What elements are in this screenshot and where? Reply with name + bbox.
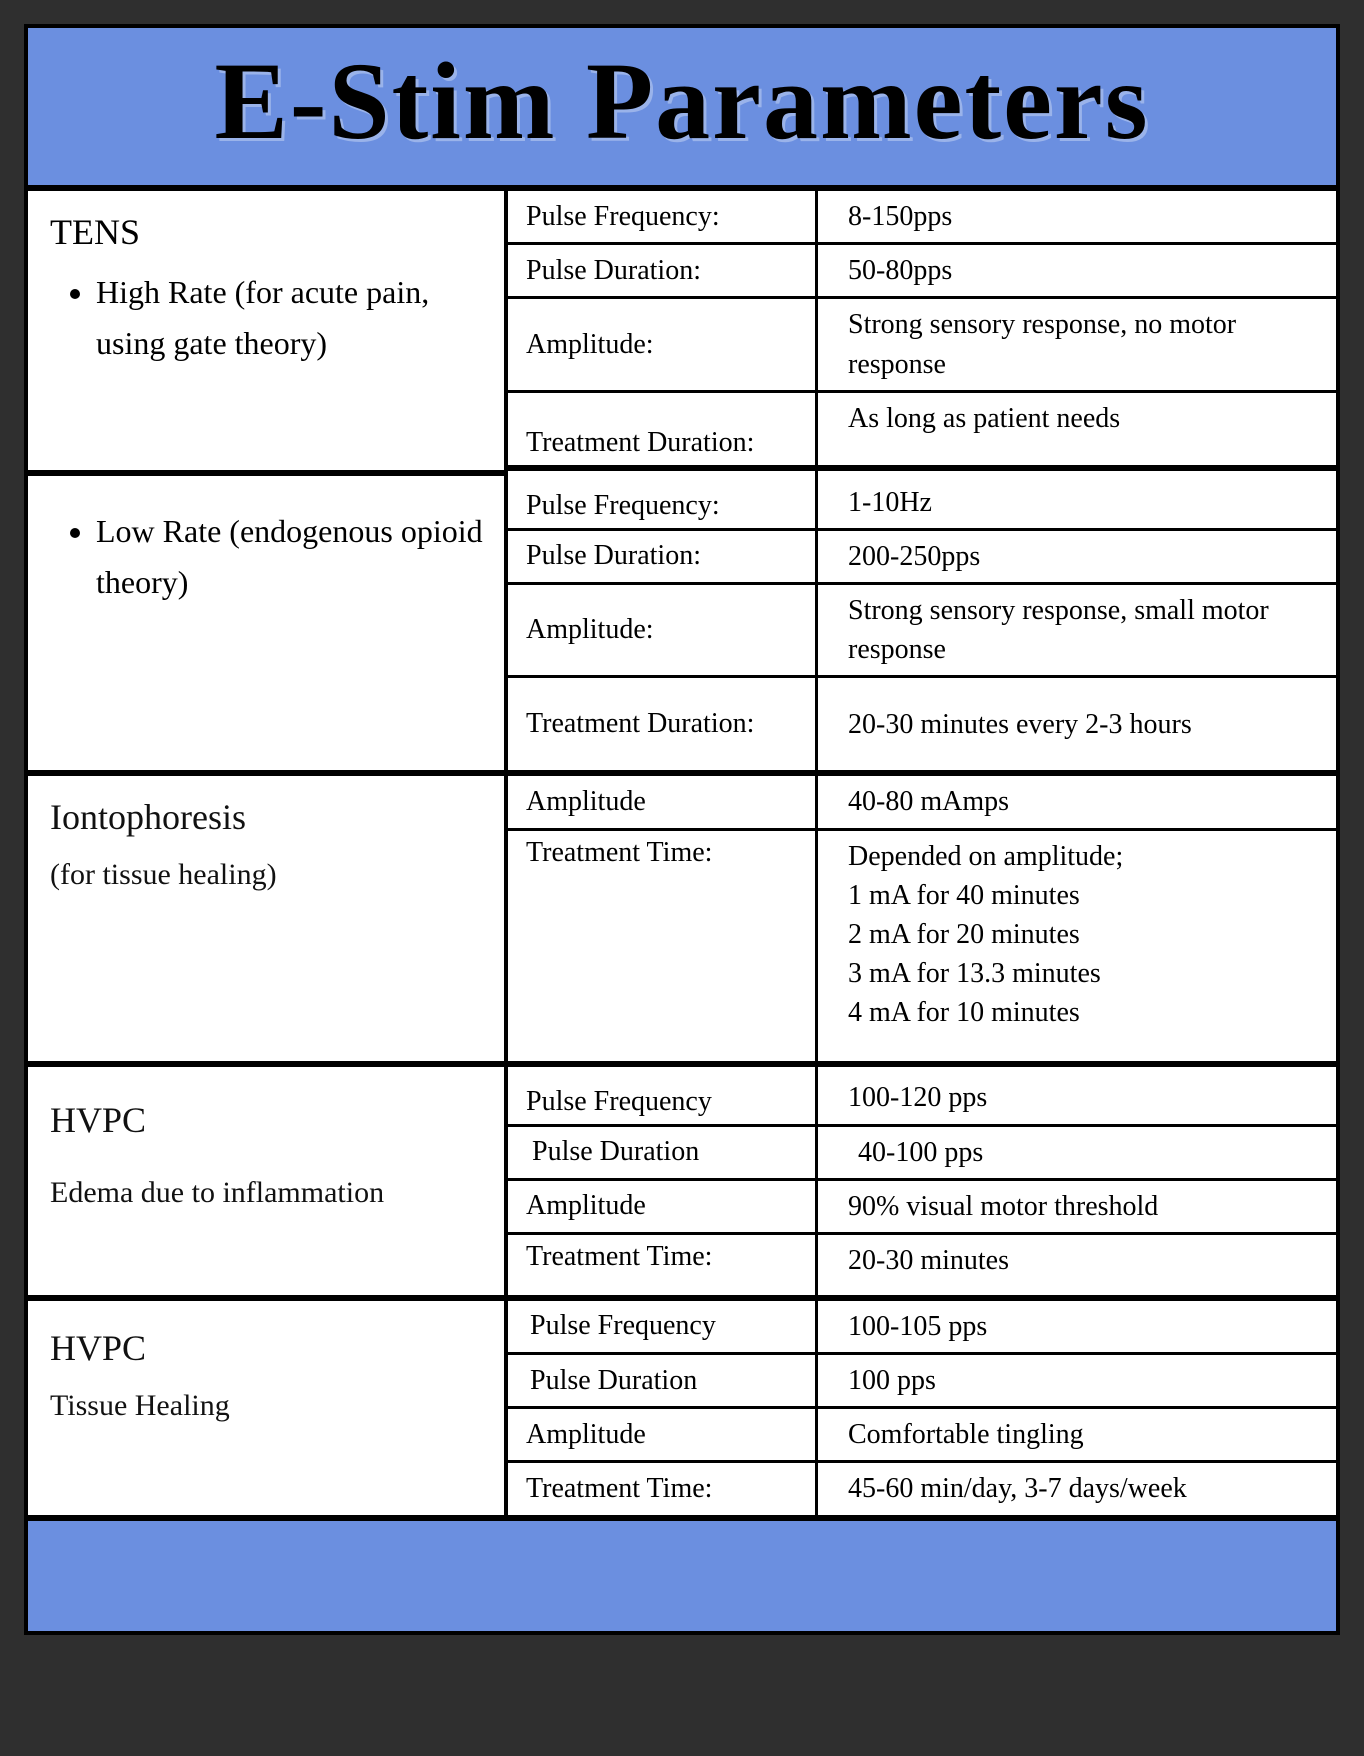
- hvpc-tissue-params: Pulse Frequency 100-105 pps Pulse Durati…: [508, 1301, 1336, 1515]
- param-value: 40-100 pps: [818, 1127, 1336, 1178]
- table-row: Pulse Frequency 100-120 pps: [508, 1067, 1336, 1127]
- table-row: Amplitude 40-80 mAmps: [508, 776, 1336, 830]
- param-value: 100-120 pps: [818, 1067, 1336, 1124]
- param-label: Amplitude: [508, 1409, 818, 1460]
- param-label: Pulse Frequency: [508, 1067, 818, 1124]
- table-row: Treatment Time: 20-30 minutes: [508, 1235, 1336, 1295]
- tens-left-column: TENS High Rate (for acute pain, using ga…: [28, 191, 508, 770]
- section-tens: TENS High Rate (for acute pain, using ga…: [28, 191, 1336, 776]
- table-row: Pulse Frequency 100-105 pps: [508, 1301, 1336, 1355]
- tens-low-bullet: Low Rate (endogenous opioid theory): [96, 506, 486, 608]
- param-label: Treatment Duration:: [508, 393, 818, 465]
- param-label: Pulse Duration:: [508, 245, 818, 296]
- page: E-Stim Parameters TENS High Rate (for ac…: [0, 0, 1364, 1659]
- param-value: 20-30 minutes: [818, 1235, 1336, 1295]
- tens-header: TENS: [50, 205, 486, 261]
- table-row: Pulse Duration 100 pps: [508, 1355, 1336, 1409]
- section-hvpc-tissue: HVPC Tissue Healing Pulse Frequency 100-…: [28, 1301, 1336, 1521]
- param-label: Pulse Frequency:: [508, 471, 818, 528]
- ionto-params: Amplitude 40-80 mAmps Treatment Time: De…: [508, 776, 1336, 1060]
- hvpc-tissue-header: HVPC: [50, 1321, 486, 1377]
- hvpc-tissue-sub: Tissue Healing: [50, 1383, 486, 1430]
- ionto-header-cell: Iontophoresis (for tissue healing): [28, 776, 508, 1060]
- tens-high-params: Pulse Frequency: 8-150pps Pulse Duration…: [508, 191, 1336, 465]
- param-label: Treatment Time:: [508, 1235, 818, 1295]
- param-label: Treatment Time:: [508, 1463, 818, 1514]
- tens-low-params: Pulse Frequency: 1-10Hz Pulse Duration: …: [508, 465, 1336, 771]
- param-label: Pulse Frequency: [508, 1301, 818, 1352]
- param-value: 1-10Hz: [818, 471, 1336, 528]
- ionto-sub: (for tissue healing): [50, 852, 486, 899]
- page-title: E-Stim Parameters: [28, 38, 1336, 165]
- param-value: 200-250pps: [818, 531, 1336, 582]
- param-value: 100-105 pps: [818, 1301, 1336, 1352]
- tens-high-header-cell: TENS High Rate (for acute pain, using ga…: [28, 191, 504, 470]
- param-value: 45-60 min/day, 3-7 days/week: [818, 1463, 1336, 1514]
- table-row: Pulse Frequency: 1-10Hz: [508, 471, 1336, 531]
- param-label: Pulse Duration: [508, 1355, 818, 1406]
- param-value: 8-150pps: [818, 191, 1336, 242]
- param-value: 40-80 mAmps: [818, 776, 1336, 827]
- table-row: Pulse Duration 40-100 pps: [508, 1127, 1336, 1181]
- hvpc-edema-sub: Edema due to inflammation: [50, 1170, 486, 1217]
- table-row: Amplitude: Strong sensory response, smal…: [508, 585, 1336, 678]
- param-label: Amplitude:: [508, 299, 818, 389]
- param-value: 50-80pps: [818, 245, 1336, 296]
- table-row: Treatment Time: Depended on amplitude; 1…: [508, 831, 1336, 1061]
- param-value: Strong sensory response, no motor respon…: [818, 299, 1336, 389]
- tens-right-column: Pulse Frequency: 8-150pps Pulse Duration…: [508, 191, 1336, 770]
- table-row: Pulse Duration: 200-250pps: [508, 531, 1336, 585]
- hvpc-tissue-header-cell: HVPC Tissue Healing: [28, 1301, 508, 1515]
- param-value: Strong sensory response, small motor res…: [818, 585, 1336, 675]
- table-row: Amplitude 90% visual motor threshold: [508, 1181, 1336, 1235]
- hvpc-edema-header: HVPC: [50, 1093, 486, 1149]
- document-frame: E-Stim Parameters TENS High Rate (for ac…: [24, 24, 1340, 1635]
- param-label: Amplitude:: [508, 585, 818, 675]
- param-value: 90% visual motor threshold: [818, 1181, 1336, 1232]
- tens-high-bullet: High Rate (for acute pain, using gate th…: [96, 267, 486, 369]
- param-label: Treatment Time:: [508, 831, 818, 1061]
- title-bar: E-Stim Parameters: [28, 28, 1336, 191]
- param-label: Amplitude: [508, 776, 818, 827]
- param-label: Amplitude: [508, 1181, 818, 1232]
- table-row: Treatment Duration: As long as patient n…: [508, 393, 1336, 465]
- tens-high-list: High Rate (for acute pain, using gate th…: [50, 267, 486, 369]
- tens-low-header-cell: Low Rate (endogenous opioid theory): [28, 470, 504, 771]
- param-label: Pulse Duration: [508, 1127, 818, 1178]
- table-row: Amplitude: Strong sensory response, no m…: [508, 299, 1336, 392]
- section-iontophoresis: Iontophoresis (for tissue healing) Ampli…: [28, 776, 1336, 1066]
- param-label: Pulse Frequency:: [508, 191, 818, 242]
- param-value: 20-30 minutes every 2-3 hours: [818, 678, 1336, 770]
- table-row: Treatment Time: 45-60 min/day, 3-7 days/…: [508, 1463, 1336, 1514]
- table-row: Pulse Duration: 50-80pps: [508, 245, 1336, 299]
- param-value: As long as patient needs: [818, 393, 1336, 465]
- hvpc-edema-header-cell: HVPC Edema due to inflammation: [28, 1067, 508, 1295]
- param-value: Depended on amplitude; 1 mA for 40 minut…: [818, 831, 1336, 1061]
- tens-low-list: Low Rate (endogenous opioid theory): [50, 506, 486, 608]
- param-value: 100 pps: [818, 1355, 1336, 1406]
- table-row: Pulse Frequency: 8-150pps: [508, 191, 1336, 245]
- table-row: Amplitude Comfortable tingling: [508, 1409, 1336, 1463]
- hvpc-edema-params: Pulse Frequency 100-120 pps Pulse Durati…: [508, 1067, 1336, 1295]
- param-label: Pulse Duration:: [508, 531, 818, 582]
- param-label: Treatment Duration:: [508, 678, 818, 770]
- ionto-header: Iontophoresis: [50, 790, 486, 846]
- param-value: Comfortable tingling: [818, 1409, 1336, 1460]
- section-hvpc-edema: HVPC Edema due to inflammation Pulse Fre…: [28, 1067, 1336, 1301]
- table-row: Treatment Duration: 20-30 minutes every …: [508, 678, 1336, 770]
- footer-bar: [28, 1521, 1336, 1631]
